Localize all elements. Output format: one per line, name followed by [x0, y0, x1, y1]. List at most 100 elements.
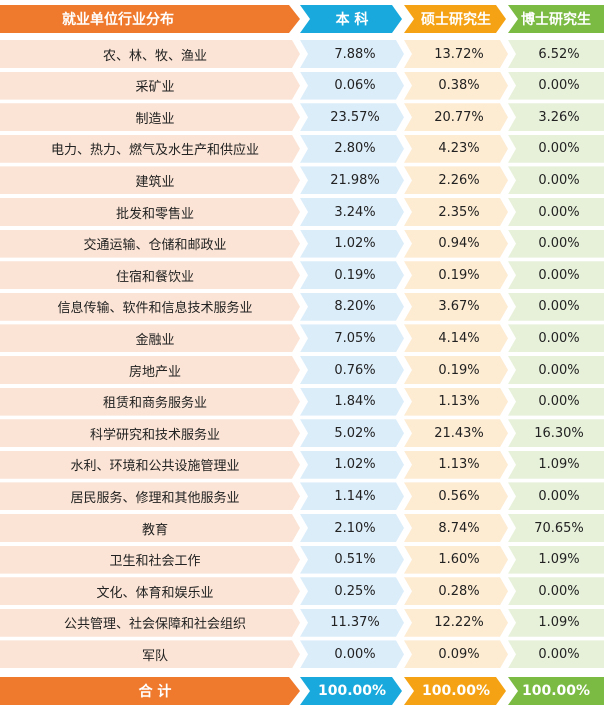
table-header-row: 就业单位行业分布 本 科 硕士研究生 博士研究生: [0, 5, 604, 33]
master-percent: 8.74%: [404, 514, 508, 542]
table-row: 金融业 7.05% 4.14% 0.00%: [0, 324, 604, 353]
header-bachelor: 本 科: [300, 5, 402, 33]
bachelor-percent: 23.57%: [300, 103, 404, 132]
master-percent: 1.13%: [404, 387, 508, 416]
doctor-percent: 0.00%: [508, 387, 604, 416]
industry-name: 建筑业: [0, 166, 300, 195]
bachelor-percent: 1.02%: [300, 229, 404, 258]
table-row: 居民服务、修理和其他服务业 1.14% 0.56% 0.00%: [0, 482, 604, 511]
master-percent: 0.28%: [404, 577, 508, 606]
table-row: 房地产业 0.76% 0.19% 0.00%: [0, 356, 604, 384]
master-percent: 0.56%: [404, 482, 508, 511]
bachelor-percent: 0.51%: [300, 545, 404, 574]
doctor-percent: 0.00%: [508, 198, 604, 226]
doctor-percent: 0.00%: [508, 324, 604, 353]
industry-name: 信息传输、软件和信息技术服务业: [0, 292, 300, 321]
bachelor-percent: 1.02%: [300, 450, 404, 479]
industry-name: 批发和零售业: [0, 198, 300, 226]
master-percent: 13.72%: [404, 40, 508, 68]
doctor-percent: 1.09%: [508, 450, 604, 479]
industry-name: 电力、热力、燃气及水生产和供应业: [0, 134, 300, 163]
industry-name: 采矿业: [0, 71, 300, 100]
doctor-percent: 1.09%: [508, 608, 604, 637]
table-row: 建筑业 21.98% 2.26% 0.00%: [0, 166, 604, 195]
doctor-percent: 3.26%: [508, 103, 604, 132]
bachelor-percent: 8.20%: [300, 292, 404, 321]
bachelor-percent: 5.02%: [300, 419, 404, 448]
master-percent: 1.13%: [404, 450, 508, 479]
total-doctor: 100.00%: [508, 677, 604, 705]
table-row: 水利、环境和公共设施管理业 1.02% 1.13% 1.09%: [0, 450, 604, 479]
industry-name: 住宿和餐饮业: [0, 261, 300, 290]
industry-name: 科学研究和技术服务业: [0, 419, 300, 448]
bachelor-percent: 11.37%: [300, 608, 404, 637]
industry-name: 制造业: [0, 103, 300, 132]
master-percent: 2.26%: [404, 166, 508, 195]
total-bachelor: 100.00%: [300, 677, 402, 705]
industry-name: 农、林、牧、渔业: [0, 40, 300, 68]
table-row: 制造业 23.57% 20.77% 3.26%: [0, 103, 604, 132]
industry-name: 房地产业: [0, 356, 300, 384]
bachelor-percent: 0.25%: [300, 577, 404, 606]
total-master: 100.00%: [404, 677, 506, 705]
master-percent: 2.35%: [404, 198, 508, 226]
master-percent: 0.09%: [404, 640, 508, 669]
master-percent: 20.77%: [404, 103, 508, 132]
industry-name: 水利、环境和公共设施管理业: [0, 450, 300, 479]
header-industry: 就业单位行业分布: [0, 5, 300, 33]
doctor-percent: 0.00%: [508, 71, 604, 100]
bachelor-percent: 0.06%: [300, 71, 404, 100]
table-row: 电力、热力、燃气及水生产和供应业 2.80% 4.23% 0.00%: [0, 134, 604, 163]
table-row: 信息传输、软件和信息技术服务业 8.20% 3.67% 0.00%: [0, 292, 604, 321]
table-row: 交通运输、仓储和邮政业 1.02% 0.94% 0.00%: [0, 229, 604, 258]
industry-name: 居民服务、修理和其他服务业: [0, 482, 300, 511]
master-percent: 1.60%: [404, 545, 508, 574]
table-row: 农、林、牧、渔业 7.88% 13.72% 6.52%: [0, 40, 604, 68]
bachelor-percent: 7.88%: [300, 40, 404, 68]
master-percent: 0.94%: [404, 229, 508, 258]
industry-name: 文化、体育和娱乐业: [0, 577, 300, 606]
doctor-percent: 0.00%: [508, 292, 604, 321]
bachelor-percent: 2.10%: [300, 514, 404, 542]
doctor-percent: 16.30%: [508, 419, 604, 448]
industry-name: 教育: [0, 514, 300, 542]
master-percent: 3.67%: [404, 292, 508, 321]
doctor-percent: 70.65%: [508, 514, 604, 542]
bachelor-percent: 0.76%: [300, 356, 404, 384]
doctor-percent: 0.00%: [508, 166, 604, 195]
table-row: 批发和零售业 3.24% 2.35% 0.00%: [0, 198, 604, 226]
doctor-percent: 0.00%: [508, 134, 604, 163]
doctor-percent: 0.00%: [508, 229, 604, 258]
table-total-row: 合 计 100.00% 100.00% 100.00%: [0, 677, 604, 705]
master-percent: 0.19%: [404, 356, 508, 384]
total-label: 合 计: [0, 677, 300, 705]
master-percent: 4.23%: [404, 134, 508, 163]
bachelor-percent: 3.24%: [300, 198, 404, 226]
table-row: 科学研究和技术服务业 5.02% 21.43% 16.30%: [0, 419, 604, 448]
doctor-percent: 1.09%: [508, 545, 604, 574]
doctor-percent: 0.00%: [508, 577, 604, 606]
industry-name: 公共管理、社会保障和社会组织: [0, 608, 300, 637]
doctor-percent: 6.52%: [508, 40, 604, 68]
doctor-percent: 0.00%: [508, 482, 604, 511]
bachelor-percent: 7.05%: [300, 324, 404, 353]
header-doctor: 博士研究生: [508, 5, 604, 33]
industry-name: 金融业: [0, 324, 300, 353]
table-row: 住宿和餐饮业 0.19% 0.19% 0.00%: [0, 261, 604, 290]
master-percent: 4.14%: [404, 324, 508, 353]
industry-name: 卫生和社会工作: [0, 545, 300, 574]
industry-name: 交通运输、仓储和邮政业: [0, 229, 300, 258]
industry-name: 租赁和商务服务业: [0, 387, 300, 416]
doctor-percent: 0.00%: [508, 261, 604, 290]
bachelor-percent: 1.84%: [300, 387, 404, 416]
table-row: 公共管理、社会保障和社会组织 11.37% 12.22% 1.09%: [0, 608, 604, 637]
master-percent: 0.38%: [404, 71, 508, 100]
bachelor-percent: 2.80%: [300, 134, 404, 163]
bachelor-percent: 1.14%: [300, 482, 404, 511]
table-row: 军队 0.00% 0.09% 0.00%: [0, 640, 604, 669]
master-percent: 21.43%: [404, 419, 508, 448]
header-master: 硕士研究生: [404, 5, 506, 33]
table-row: 租赁和商务服务业 1.84% 1.13% 0.00%: [0, 387, 604, 416]
table-row: 文化、体育和娱乐业 0.25% 0.28% 0.00%: [0, 577, 604, 606]
